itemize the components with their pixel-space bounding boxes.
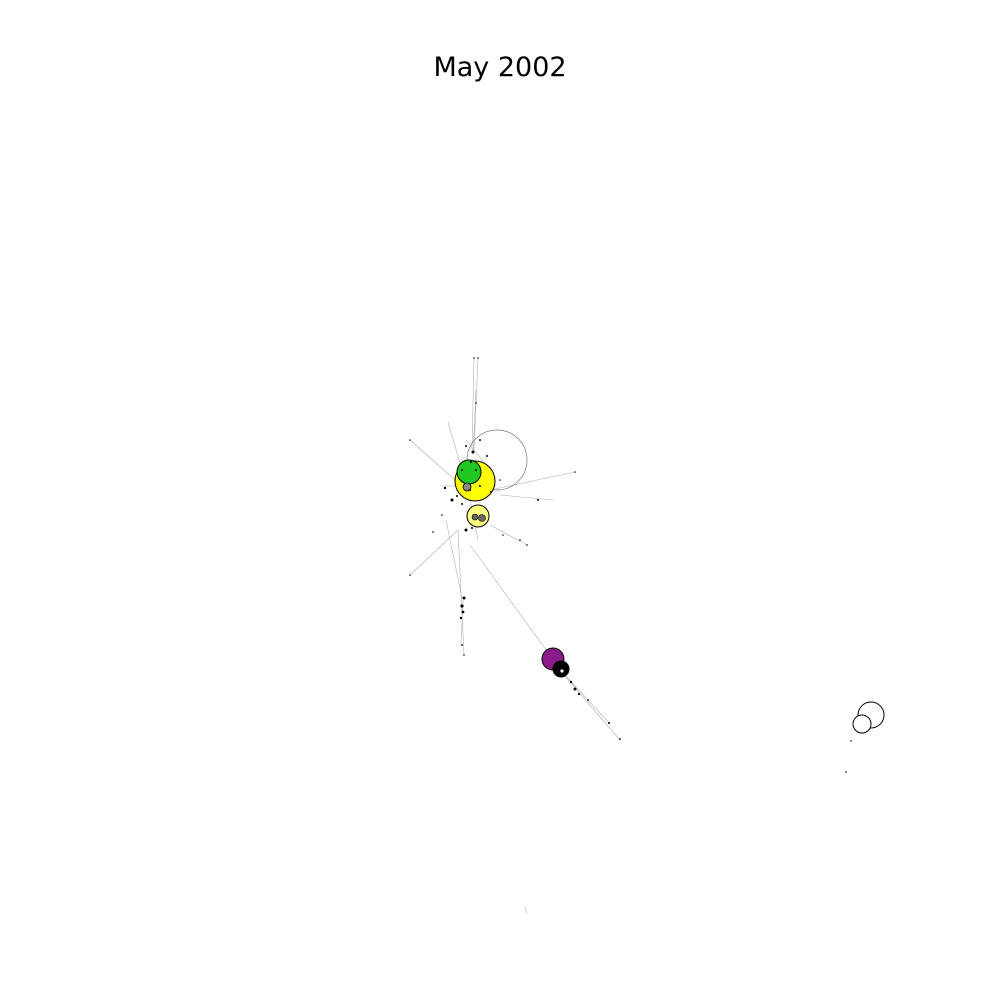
hollow-node-small [852, 714, 872, 734]
chain-node [462, 596, 466, 600]
small-node [479, 485, 481, 487]
small-node [461, 469, 463, 471]
small-node [490, 491, 492, 493]
small-node [475, 402, 477, 404]
tail-node [569, 680, 573, 684]
white-dot [560, 669, 564, 673]
small-node [409, 439, 411, 441]
grey-node [462, 482, 472, 492]
small-nodes [409, 357, 576, 576]
graph-edge [524, 907, 528, 914]
graph-edges [409, 357, 853, 914]
graph-edge [473, 357, 479, 451]
small-node [486, 455, 488, 457]
small-node [461, 503, 463, 505]
small-node [526, 544, 528, 546]
graph-edge [469, 544, 553, 659]
small-node [850, 740, 852, 742]
graph-edge [471, 357, 475, 451]
graph-edge [447, 421, 463, 471]
graph-edge [409, 529, 459, 576]
graph-edge [557, 667, 621, 741]
small-node [469, 460, 473, 464]
chain-node [459, 616, 463, 620]
small-node [469, 489, 471, 491]
small-node [574, 471, 576, 473]
small-node [479, 439, 481, 441]
tail-node [587, 699, 589, 701]
small-node [499, 479, 501, 481]
black-node [552, 660, 570, 678]
small-grey-node [478, 514, 486, 522]
graph-edge [472, 389, 477, 456]
tail-nodes [569, 680, 621, 740]
small-node [409, 574, 411, 576]
small-node [450, 498, 454, 502]
graph-edge [489, 524, 528, 546]
tail-node [608, 722, 610, 724]
chain-nodes [459, 596, 466, 656]
small-node [537, 499, 539, 501]
graph-edge [499, 494, 554, 501]
small-node [441, 514, 443, 516]
small-node [519, 539, 521, 541]
graph-edge [409, 439, 456, 481]
small-node [473, 357, 475, 359]
small-node [432, 531, 434, 533]
graph-edge [445, 519, 463, 599]
graph-edge [489, 471, 576, 491]
chain-node [463, 654, 465, 656]
chain-node [461, 610, 465, 614]
small-node [475, 469, 477, 471]
graph-edge [457, 529, 465, 656]
graph-edge [460, 599, 464, 646]
page-title: May 2002 [433, 52, 567, 83]
tail-node [573, 687, 577, 691]
small-node [443, 486, 447, 490]
small-node [477, 357, 479, 359]
small-node [464, 528, 468, 532]
chain-node [461, 644, 463, 646]
tail-node [577, 692, 581, 696]
small-node [471, 527, 473, 529]
small-grey-node [471, 513, 479, 521]
small-node [845, 771, 847, 773]
small-node [456, 495, 458, 497]
small-node [465, 445, 467, 447]
small-node [471, 450, 475, 454]
small-node [502, 534, 504, 536]
chain-node [460, 604, 464, 608]
tail-node [619, 738, 621, 740]
green-node [456, 459, 482, 485]
